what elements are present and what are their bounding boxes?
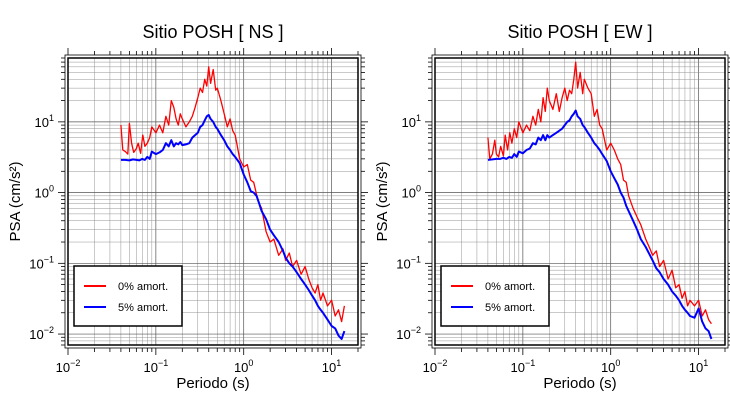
plot-frame-outer (431, 54, 729, 349)
y-tick-label-exp: 0 (416, 184, 421, 194)
x-tick-label-base: 10 (423, 360, 437, 375)
legend-label: 0% amort. (485, 281, 535, 293)
y-tick-label: 101 (402, 113, 421, 130)
y-tick-label-base: 10 (35, 186, 49, 201)
x-tick-label-base: 10 (56, 360, 70, 375)
y-tick-label: 10−1 (29, 254, 54, 271)
x-tick-label: 10−2 (423, 358, 448, 375)
legend-label: 5% amort. (485, 302, 535, 314)
y-tick-label: 101 (35, 113, 54, 130)
x-tick-label-base: 10 (689, 360, 703, 375)
x-tick-label-exp: −2 (70, 358, 80, 368)
y-tick-label-base: 10 (396, 327, 410, 342)
y-tick-label: 100 (402, 184, 421, 201)
chart-title: Sitio POSH [ EW ] (507, 22, 652, 42)
y-tick-label-exp: −2 (44, 325, 54, 335)
x-tick-label: 100 (234, 358, 253, 375)
y-tick-label-exp: 0 (49, 184, 54, 194)
series-line-amort-5 (120, 114, 346, 340)
y-tick-label-exp: −1 (411, 254, 421, 264)
y-tick-label-exp: 1 (416, 113, 421, 123)
legend-label: 0% amort. (118, 281, 168, 293)
x-axis-label: Periodo (s) (176, 375, 249, 392)
x-tick-label: 10−1 (510, 358, 535, 375)
y-tick-label-base: 10 (402, 115, 416, 130)
legend-box (440, 265, 550, 327)
x-tick-label: 101 (322, 358, 341, 375)
x-tick-label-base: 10 (510, 360, 524, 375)
x-tick-label: 101 (689, 358, 708, 375)
x-tick-label-exp: −1 (525, 358, 535, 368)
x-tick-label-exp: −2 (437, 358, 447, 368)
x-tick-label-base: 10 (322, 360, 336, 375)
chart-panel-1: Sitio POSH [ NS ]10−2 10−1 100 10110−210−11… (7, 22, 368, 392)
y-axis-label: PSA (cm/s²) (374, 161, 391, 241)
y-tick-label-exp: 1 (49, 113, 54, 123)
legend: 0% amort. 5% amort. (440, 265, 550, 327)
y-tick-label-base: 10 (402, 186, 416, 201)
y-tick-label: 10−1 (396, 254, 421, 271)
x-tick-label-exp: −1 (158, 358, 168, 368)
x-tick-label: 10−2 (56, 358, 81, 375)
x-tick-label-base: 10 (601, 360, 615, 375)
chart-title: Sitio POSH [ NS ] (142, 22, 283, 42)
y-tick-label-base: 10 (396, 256, 410, 271)
series-line-amort-0 (120, 66, 346, 323)
x-axis-label: Periodo (s) (543, 375, 616, 392)
x-tick-label: 100 (601, 358, 620, 375)
y-tick-label-base: 10 (35, 115, 49, 130)
x-tick-label: 10−1 (143, 358, 168, 375)
x-tick-label-exp: 0 (248, 358, 253, 368)
legend: 0% amort. 5% amort. (73, 265, 183, 327)
y-tick-label-base: 10 (29, 256, 43, 271)
y-tick-label-exp: −2 (411, 325, 421, 335)
x-tick-label-base: 10 (234, 360, 248, 375)
series-line-amort-0 (487, 61, 712, 325)
y-tick-label-base: 10 (29, 327, 43, 342)
y-axis-label: PSA (cm/s²) (7, 161, 24, 241)
x-tick-label-exp: 0 (615, 358, 620, 368)
x-tick-label-exp: 1 (336, 358, 341, 368)
plot-frame (67, 57, 359, 346)
legend-box (73, 265, 183, 327)
y-tick-label: 100 (35, 184, 54, 201)
plot-frame (434, 57, 726, 346)
chart-panel-2: Sitio POSH [ EW ]10−2 10−1 100 10110−210−11… (374, 22, 730, 392)
y-tick-label: 10−2 (29, 325, 54, 342)
x-tick-label-exp: 1 (703, 358, 708, 368)
legend-label: 5% amort. (118, 302, 168, 314)
series-line-amort-5 (487, 109, 713, 340)
plot-frame-outer (64, 54, 362, 349)
y-tick-label: 10−2 (396, 325, 421, 342)
y-tick-label-exp: −1 (44, 254, 54, 264)
x-tick-label-base: 10 (143, 360, 157, 375)
